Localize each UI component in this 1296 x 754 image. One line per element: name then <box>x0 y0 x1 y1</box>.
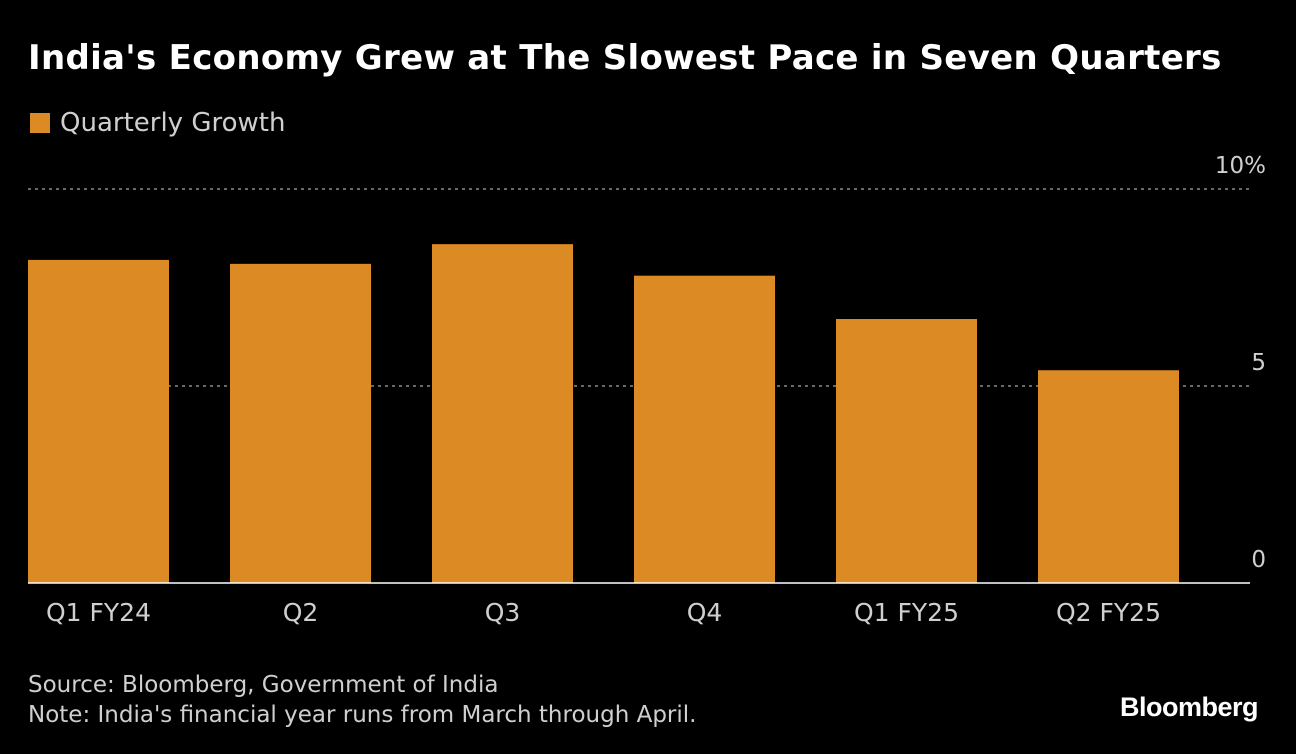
note-text: Note: India's financial year runs from M… <box>28 702 697 728</box>
bar <box>432 244 573 583</box>
source-note: Source: Bloomberg, Government of India <box>28 672 499 698</box>
legend-label: Quarterly Growth <box>60 108 286 138</box>
y-tick-label: 0 <box>1251 547 1266 573</box>
bar <box>28 259 169 583</box>
x-tick-label: Q4 <box>687 598 723 627</box>
y-tick-label: 10% <box>1215 153 1266 179</box>
bloomberg-logo: Bloomberg <box>1119 692 1259 722</box>
x-tick-label: Q1 FY24 <box>46 598 151 627</box>
bar <box>634 275 775 583</box>
legend-swatch <box>30 113 50 133</box>
x-tick-label: Q3 <box>485 598 521 627</box>
chart-title: India's Economy Grew at The Slowest Pace… <box>28 38 1222 78</box>
bar <box>1038 370 1179 583</box>
x-tick-label: Q1 FY25 <box>854 598 959 627</box>
x-tick-label: Q2 FY25 <box>1056 598 1161 627</box>
bar <box>230 263 371 583</box>
x-tick-label: Q2 <box>283 598 319 627</box>
bar <box>836 319 977 583</box>
chart-footer: Source: Bloomberg, Government of India N… <box>28 670 696 730</box>
legend: Quarterly Growth <box>30 108 285 138</box>
y-tick-label: 5 <box>1251 350 1266 376</box>
